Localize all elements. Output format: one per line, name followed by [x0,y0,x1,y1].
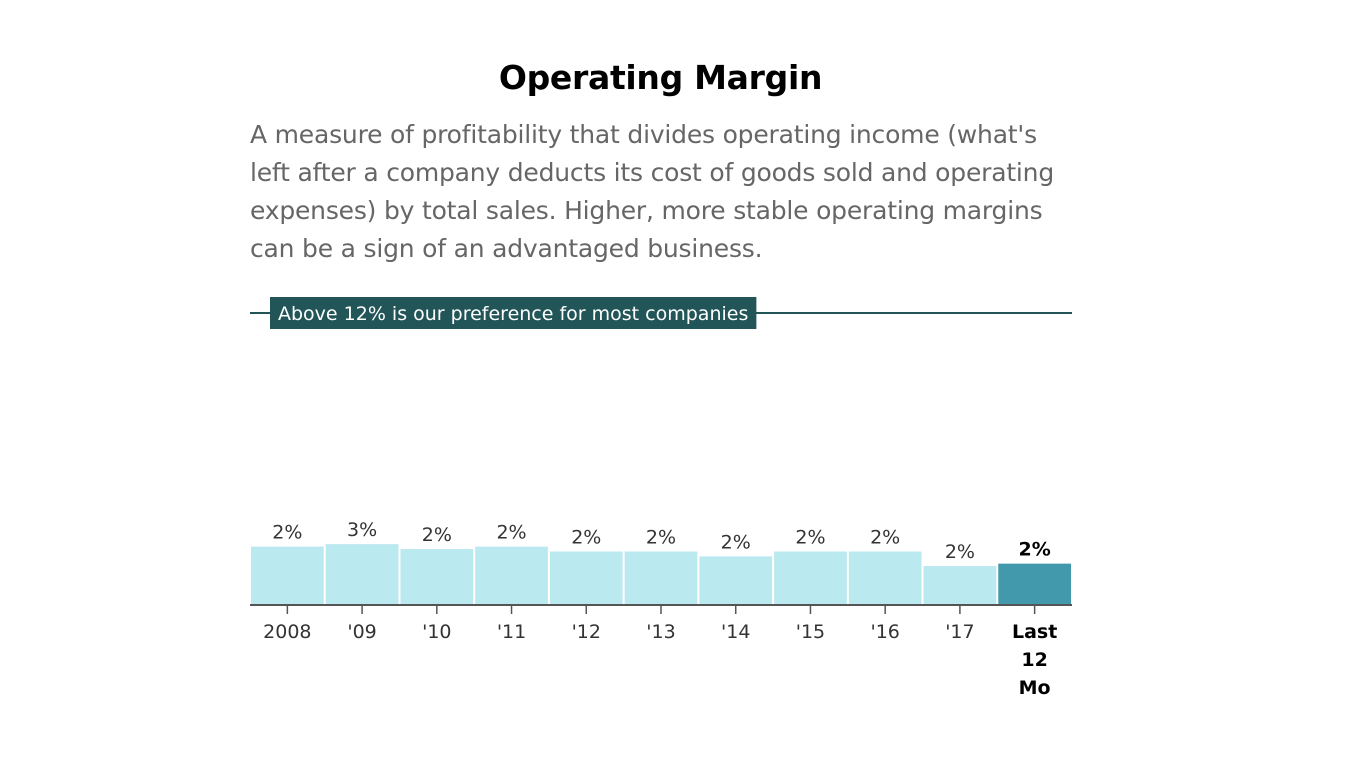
bar [848,551,922,605]
x-tick-label: '16 [870,621,899,643]
bar [475,546,548,605]
data-label: 2% [272,522,302,544]
bar [251,546,324,605]
bar [549,551,623,605]
bar [923,566,997,605]
bar [624,551,698,605]
data-label: 2% [571,526,601,548]
x-tick-label: '10 [422,621,451,643]
x-tick-label: '13 [646,621,675,643]
bar [400,549,474,605]
data-label: 3% [347,519,377,541]
x-axis: 2008 '09 '10 '11 '12 '13 '14 '15 '16 '17 Last 12 Mo [250,604,1072,699]
threshold-label-box [270,297,757,329]
x-tick-label: '17 [945,621,974,643]
data-label: 2% [646,526,676,548]
data-label: 2% [945,541,975,563]
bar [699,556,773,605]
data-label: 2% [1019,539,1051,561]
bar [325,544,399,605]
bar [998,563,1071,605]
data-label: 2% [795,526,825,548]
bar [774,551,847,605]
chart-title: Operating Margin [498,58,823,97]
data-label: 2% [870,526,900,548]
x-tick-label: '12 [572,621,601,643]
bars-group: 2% 3% 2% 2% 2% 2% 2% 2% 2% 2% 2% [251,519,1071,605]
x-tick-label: '15 [796,621,825,643]
data-label: 2% [422,524,452,546]
x-tick-label: '09 [347,621,376,643]
data-label: 2% [721,531,751,553]
chart-description: A measure of profitability that divides … [250,120,1054,263]
x-tick-label: '11 [497,621,526,643]
x-tick-label: 2008 [263,621,311,643]
data-label: 2% [496,522,526,544]
threshold-label: Above 12% is our preference for most com… [278,303,748,325]
threshold-line-group: Above 12% is our preference for most com… [250,297,1072,329]
x-tick-label: Last 12 Mo [1012,621,1057,699]
x-tick-label: '14 [721,621,750,643]
